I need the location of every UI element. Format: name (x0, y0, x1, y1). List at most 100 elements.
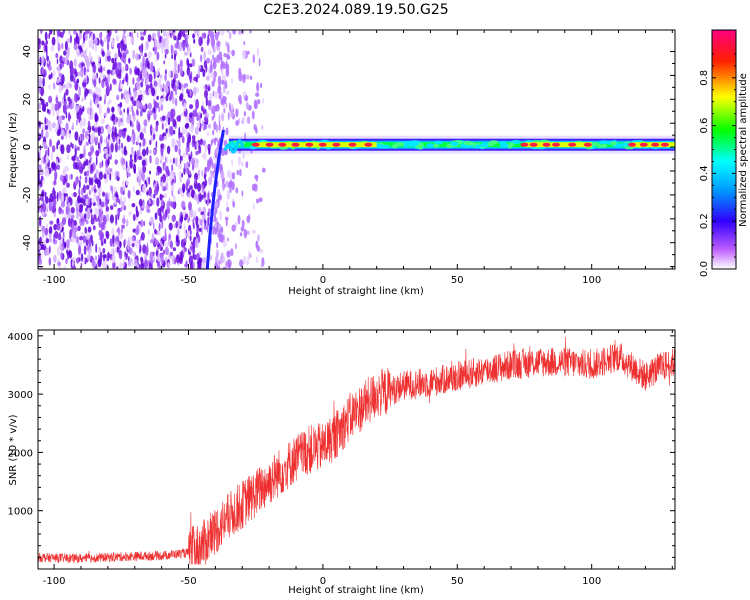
heatmap-cell (114, 142, 118, 153)
heatmap-cell (106, 50, 111, 57)
heatmap-cell (121, 142, 123, 148)
heatmap-cell (58, 115, 63, 126)
heatmap-cell (208, 147, 211, 155)
heatmap-cell (214, 43, 217, 53)
heatmap-cell (154, 38, 158, 48)
heatmap-cell (109, 83, 112, 91)
heatmap-cell (165, 127, 168, 134)
heatmap-cell (171, 170, 175, 179)
heatmap-cell (475, 144, 481, 149)
heatmap-cell (89, 156, 92, 162)
heatmap-cell (197, 169, 201, 177)
heatmap-cell (181, 200, 186, 210)
heatmap-cell (178, 130, 181, 139)
heatmap-cell (69, 34, 72, 44)
heatmap-cell (600, 143, 608, 148)
heatmap-cell (241, 161, 244, 167)
heatmap-cell (77, 195, 81, 204)
heatmap-cell (112, 70, 116, 76)
heatmap-cell (99, 251, 103, 261)
heatmap-cell (178, 171, 182, 179)
heatmap-cell (78, 179, 81, 189)
heatmap-cell (188, 155, 191, 163)
heatmap-cell (172, 30, 176, 33)
heatmap-cell (172, 157, 176, 164)
heatmap-cell (138, 155, 143, 160)
heatmap-cell (145, 245, 149, 256)
heatmap-cell (75, 104, 80, 113)
heatmap-cell (54, 231, 59, 239)
heatmap-cell (184, 38, 188, 48)
heatmap-cell (103, 214, 107, 225)
heatmap-cell (159, 179, 164, 188)
heatmap-cell (132, 49, 136, 60)
heatmap-cell (70, 207, 75, 214)
heatmap-cell (131, 146, 134, 153)
heatmap-cell (53, 194, 57, 200)
heatmap-cell (107, 158, 110, 166)
heatmap-cell (226, 170, 231, 178)
heatmap-cell (156, 95, 159, 100)
heatmap-cell (35, 189, 37, 197)
heatmap-cell (178, 147, 181, 156)
heatmap-cell (154, 149, 156, 154)
heatmap-cell (49, 30, 53, 35)
heatmap-cell (192, 58, 196, 67)
heatmap-cell (238, 117, 241, 125)
heatmap-cell (114, 57, 117, 62)
heatmap-cell (97, 55, 100, 63)
colorbar: 0.0 0.2 0.4 0.6 0.8 Normalized spectral ampl… (699, 29, 749, 277)
heatmap-cell (91, 198, 96, 204)
heatmap-cell (41, 128, 44, 139)
heatmap-cell (173, 53, 177, 61)
heatmap-cell (246, 74, 250, 80)
heatmap-cell (41, 55, 45, 64)
heatmap-cell (198, 193, 203, 203)
heatmap-cell (192, 114, 195, 125)
heatmap-cell (56, 58, 59, 65)
heatmap-cell (34, 94, 36, 100)
heatmap-cell (164, 228, 167, 238)
heatmap-cell (56, 30, 61, 38)
heatmap-cell (171, 45, 174, 55)
heatmap-cell (143, 220, 146, 227)
heatmap-cell (171, 96, 175, 105)
heatmap-cell (111, 254, 116, 264)
heatmap-cell (221, 61, 225, 67)
heatmap-cell (111, 185, 114, 195)
heatmap-cell (167, 111, 171, 120)
heatmap-cell (34, 222, 36, 232)
heatmap-cell (238, 30, 242, 35)
heatmap-cell (112, 134, 116, 142)
heatmap-cell (450, 141, 459, 146)
heatmap-cell (149, 149, 152, 154)
heatmap-cell (65, 258, 68, 265)
heatmap-cell (142, 138, 146, 146)
heatmap-cell (59, 244, 62, 251)
heatmap-onset (223, 139, 245, 154)
snr-background (38, 330, 675, 569)
heatmap-cell (198, 145, 202, 154)
heatmap-cell (165, 49, 169, 55)
heatmap-cell (135, 189, 140, 196)
heatmap-cell (418, 142, 424, 147)
heatmap-peak (305, 142, 314, 147)
heatmap-cell (105, 198, 108, 208)
heatmap-cell (55, 158, 59, 167)
heatmap-cell (89, 51, 92, 61)
heatmap-cell (130, 96, 134, 102)
heatmap-cell (166, 145, 171, 155)
heatmap-cell (236, 170, 239, 176)
heatmap-cell (34, 71, 36, 78)
heatmap-cell (61, 193, 65, 202)
heatmap-cell (206, 131, 210, 136)
heatmap-cell (163, 193, 168, 198)
heatmap-cell (208, 176, 213, 186)
heatmap-cell (75, 202, 80, 209)
heatmap-peak (278, 142, 287, 147)
heatmap-cell (198, 251, 201, 256)
heatmap-cell (33, 171, 36, 176)
heatmap-cell (174, 175, 177, 184)
heatmap-cell (53, 254, 57, 263)
heatmap-cell (90, 208, 93, 214)
